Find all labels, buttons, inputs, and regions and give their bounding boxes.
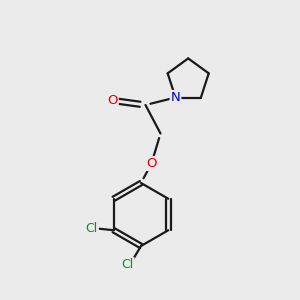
Text: O: O xyxy=(107,94,118,107)
Text: N: N xyxy=(171,91,180,104)
Text: O: O xyxy=(146,157,157,170)
Text: Cl: Cl xyxy=(122,258,134,271)
Text: Cl: Cl xyxy=(85,222,97,235)
